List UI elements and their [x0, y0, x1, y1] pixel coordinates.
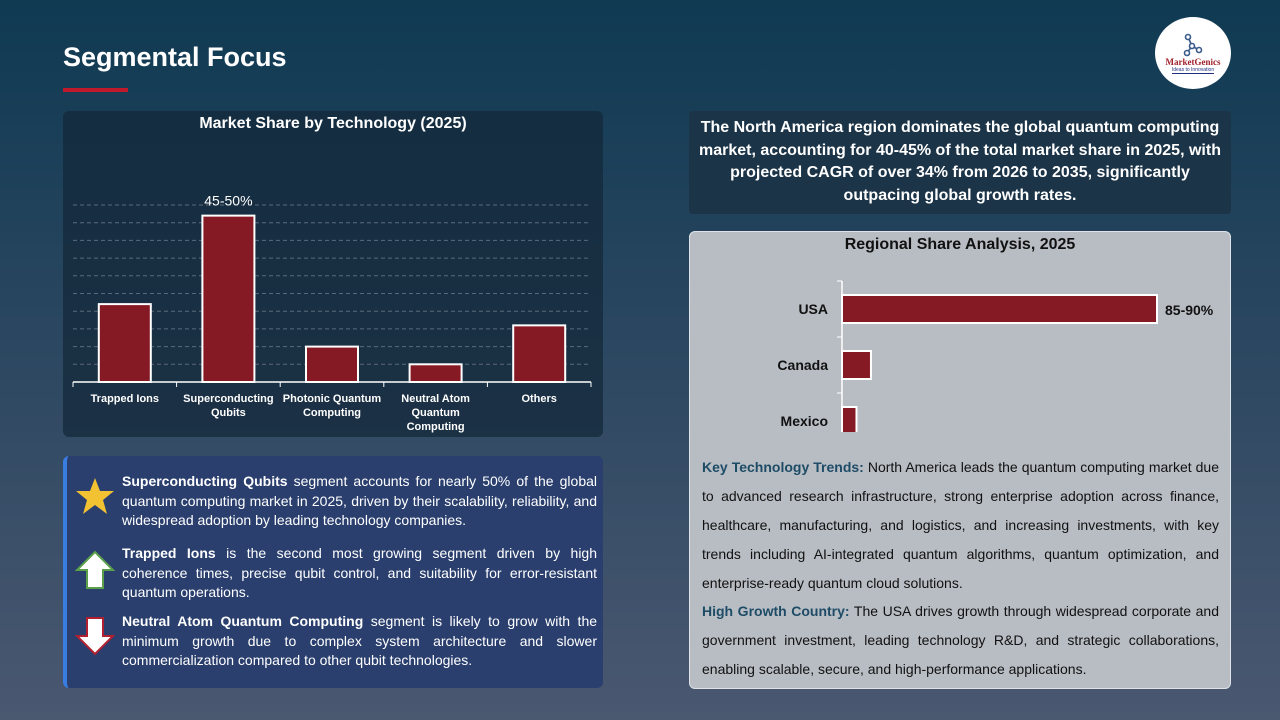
category-label: Mexico	[781, 413, 828, 429]
molecule-icon	[1183, 33, 1203, 56]
technology-chart-panel: Trapped Ions 45-50% Superconducting Qubits P…	[63, 111, 603, 437]
category-label: Photonic Quantum	[283, 393, 382, 405]
bar	[97, 303, 152, 383]
category-label: Computing	[303, 407, 361, 419]
category-label: Trapped Ions	[91, 393, 159, 405]
category-label: Qubits	[211, 407, 246, 419]
insights-panel: Superconducting Qubits segment accounts …	[63, 456, 603, 688]
bar	[512, 324, 567, 383]
data-label: 45-50%	[204, 193, 252, 209]
summary-box: The North America region dominates the g…	[689, 111, 1231, 214]
regional-panel: USA 85-90% Canada Mexico Regional Share Ana…	[689, 231, 1231, 689]
bar	[305, 345, 359, 384]
bar	[841, 406, 858, 432]
technology-bar-chart: Trapped Ions 45-50% Superconducting Qubits P…	[72, 193, 592, 433]
technology-chart-title: Market Share by Technology (2025)	[199, 115, 467, 132]
category-label: Neutral Atom	[401, 393, 470, 405]
category-label: USA	[798, 301, 828, 317]
regional-bar-chart: USA 85-90% Canada Mexico	[777, 280, 1214, 432]
data-label: 85-90%	[1165, 302, 1214, 318]
bar	[201, 214, 256, 384]
high-growth-text: High Growth Country: The USA drives grow…	[702, 603, 1220, 677]
insight-item: Trapped Ions is the second most growing …	[122, 545, 598, 600]
regional-chart-title: Regional Share Analysis, 2025	[844, 236, 1076, 253]
insight-item: Neutral Atom Quantum Computing segment i…	[122, 613, 598, 668]
category-label: Others	[521, 393, 556, 405]
logo: MarketGenics Ideas to Innovation	[1155, 17, 1231, 89]
category-label: Canada	[777, 357, 828, 373]
star-icon	[76, 478, 114, 514]
logo-name: MarketGenics	[1165, 56, 1221, 67]
bar	[841, 294, 1158, 324]
arrow-down-icon	[75, 617, 115, 656]
page-title: Segmental Focus	[63, 42, 287, 72]
key-trends-text: Key Technology Trends: North America lea…	[702, 459, 1220, 591]
bar	[408, 363, 463, 384]
bar	[841, 350, 872, 380]
logo-tagline: Ideas to Innovation	[1171, 66, 1215, 74]
title-underline	[63, 88, 128, 92]
category-label: Quantum	[411, 407, 459, 419]
category-label: Computing	[407, 421, 465, 433]
insight-item: Superconducting Qubits segment accounts …	[122, 473, 597, 528]
category-label: Superconducting	[183, 393, 273, 405]
arrow-up-icon	[75, 550, 115, 589]
